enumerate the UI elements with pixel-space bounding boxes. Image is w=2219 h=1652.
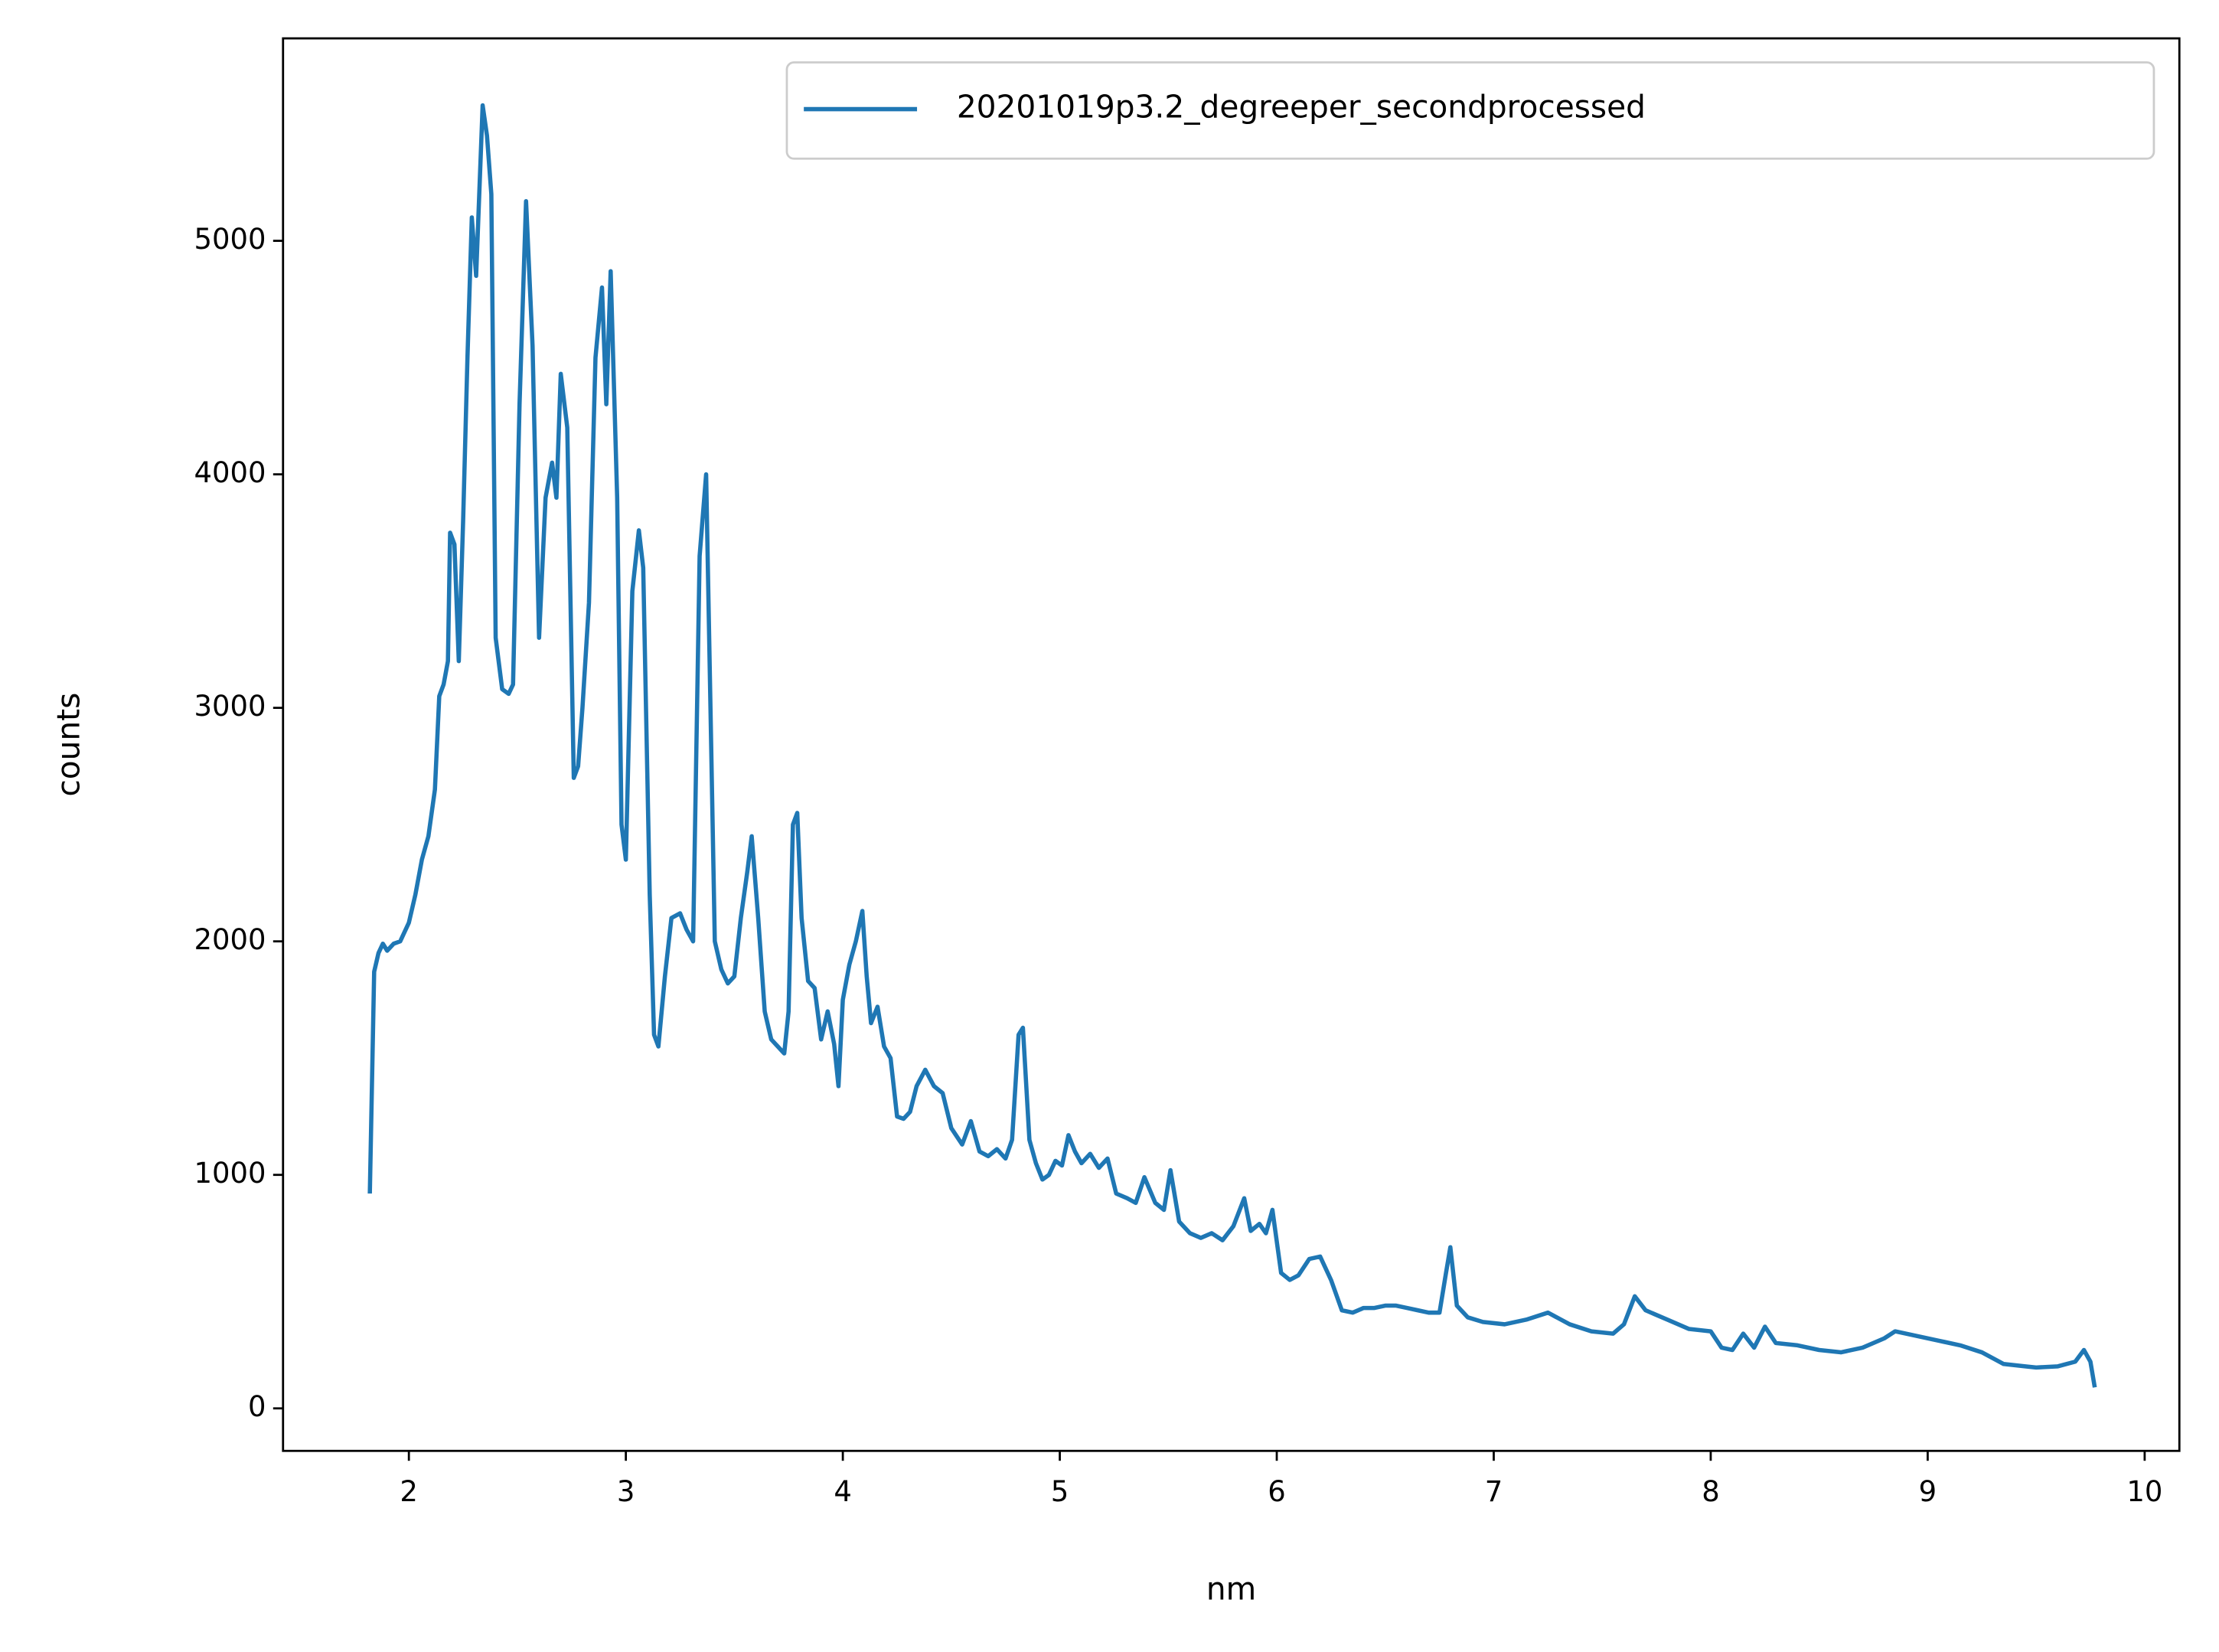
x-tick-label: 8: [1702, 1475, 1720, 1508]
x-tick-label: 9: [1919, 1475, 1937, 1508]
y-tick-label: 2000: [194, 923, 266, 956]
legend: 20201019p3.2_degreeper_secondprocessed: [785, 61, 2155, 160]
y-tick-label: 0: [248, 1390, 266, 1423]
x-tick-label: 2: [400, 1475, 418, 1508]
x-tick-label: 4: [834, 1475, 852, 1508]
y-tick-label: 1000: [194, 1157, 266, 1190]
plot-frame: [282, 37, 2181, 1452]
legend-box: [785, 61, 2155, 160]
y-axis-label: counts: [51, 693, 87, 797]
x-tick-label: 5: [1051, 1475, 1069, 1508]
x-tick-label: 3: [617, 1475, 635, 1508]
x-tick-label: 7: [1485, 1475, 1503, 1508]
x-axis-label: nm: [1206, 1570, 1256, 1607]
legend-label: 20201019p3.2_degreeper_secondprocessed: [957, 89, 1646, 126]
x-tick-label: 6: [1268, 1475, 1286, 1508]
y-tick-label: 4000: [194, 456, 266, 489]
x-tick-label: 10: [2126, 1475, 2162, 1508]
y-tick-label: 5000: [194, 223, 266, 256]
y-tick-label: 3000: [194, 690, 266, 723]
data-line: [367, 103, 2097, 1388]
